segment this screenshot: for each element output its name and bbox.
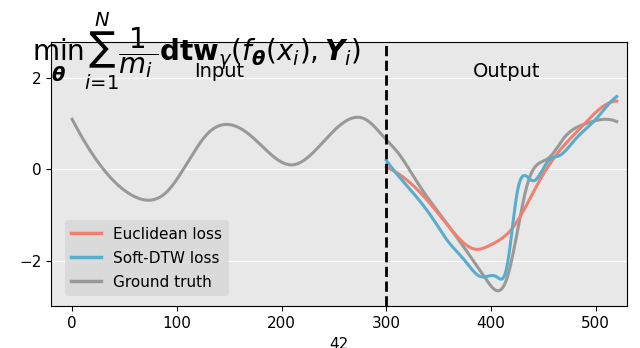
- X-axis label: 42: 42: [330, 337, 349, 348]
- Text: Input: Input: [194, 62, 244, 81]
- Text: $\min_{\boldsymbol{\theta}} \sum_{i=1}^{N} \dfrac{1}{m_i} \mathbf{dtw}_{\gamma}(: $\min_{\boldsymbol{\theta}} \sum_{i=1}^{…: [32, 10, 361, 92]
- Text: Output: Output: [473, 62, 541, 81]
- Legend: Euclidean loss, Soft-DTW loss, Ground truth: Euclidean loss, Soft-DTW loss, Ground tr…: [65, 220, 228, 296]
